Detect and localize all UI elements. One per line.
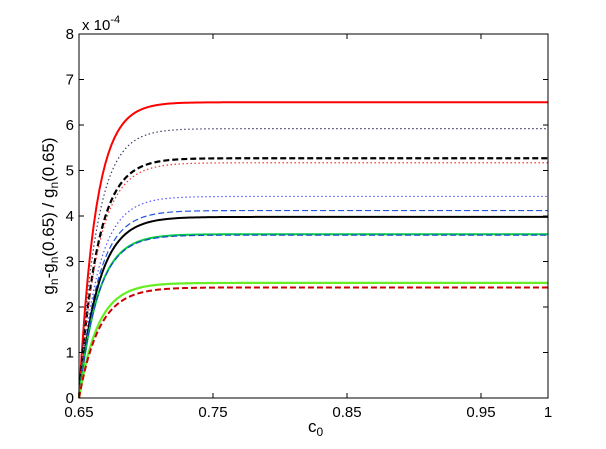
y-tick-label: 8: [66, 26, 74, 43]
y-label-part-1: g: [39, 285, 58, 294]
y-label-sub-2: n: [47, 257, 61, 264]
y-tick-label: 3: [66, 254, 74, 271]
x-tick-label: 0.65: [64, 404, 93, 421]
y-tick-label: 1: [66, 345, 74, 362]
y-label-sub-1: n: [47, 278, 61, 285]
y-tick-label: 5: [66, 163, 74, 180]
series-line-10: [77, 281, 548, 399]
x-tick-label: 1: [544, 404, 552, 421]
y-label-sub-3: n: [47, 182, 61, 189]
y-ticks: 0 1 2 3 4 5 6 7 8: [66, 26, 548, 407]
y-tick-label: 6: [66, 117, 74, 134]
y-label-part-2: -g: [39, 263, 58, 278]
x-tick-label: 0.95: [466, 404, 495, 421]
x-axis-label: c0: [308, 417, 324, 439]
series-line-3: [77, 157, 548, 399]
series-line-8: [78, 233, 548, 399]
x-tick-label: 0.85: [332, 404, 361, 421]
y-label-part-4: (0.65): [39, 137, 58, 181]
series-layer: [77, 101, 548, 399]
x-tick-label: 0.75: [198, 404, 227, 421]
x-axis-label-main: c: [308, 417, 317, 436]
y-label-part-3: (0.65) / g: [39, 189, 58, 257]
series-line-2: [78, 128, 548, 399]
series-line-11: [78, 286, 548, 399]
y-tick-label: 7: [66, 72, 74, 89]
y-tick-label: 2: [66, 299, 74, 316]
x-axis-label-sub: 0: [317, 425, 324, 439]
x-ticks: 0.65 0.75 0.85 0.95 1: [64, 34, 552, 421]
series-line-9: [78, 234, 548, 399]
y-axis-label: gn-gn(0.65) / gn(0.65): [39, 137, 61, 294]
y-exponent-base: x 10: [82, 17, 110, 34]
series-line-6: [78, 209, 548, 399]
y-exponent-label: x 10-4: [82, 14, 120, 34]
series-line-5: [78, 195, 548, 399]
y-tick-label: 0: [66, 390, 74, 407]
y-tick-label: 4: [66, 208, 74, 225]
series-line-7: [78, 215, 548, 399]
y-exponent-power: -4: [110, 14, 120, 26]
series-line-1: [78, 101, 548, 399]
